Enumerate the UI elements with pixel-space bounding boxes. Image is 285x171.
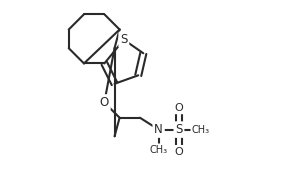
Text: O: O	[175, 147, 183, 157]
Text: O: O	[175, 103, 183, 113]
Text: CH₃: CH₃	[192, 125, 210, 135]
Text: N: N	[154, 123, 163, 136]
Text: CH₃: CH₃	[150, 145, 168, 155]
Text: S: S	[120, 33, 127, 46]
Text: S: S	[175, 123, 183, 136]
Text: O: O	[100, 96, 109, 109]
